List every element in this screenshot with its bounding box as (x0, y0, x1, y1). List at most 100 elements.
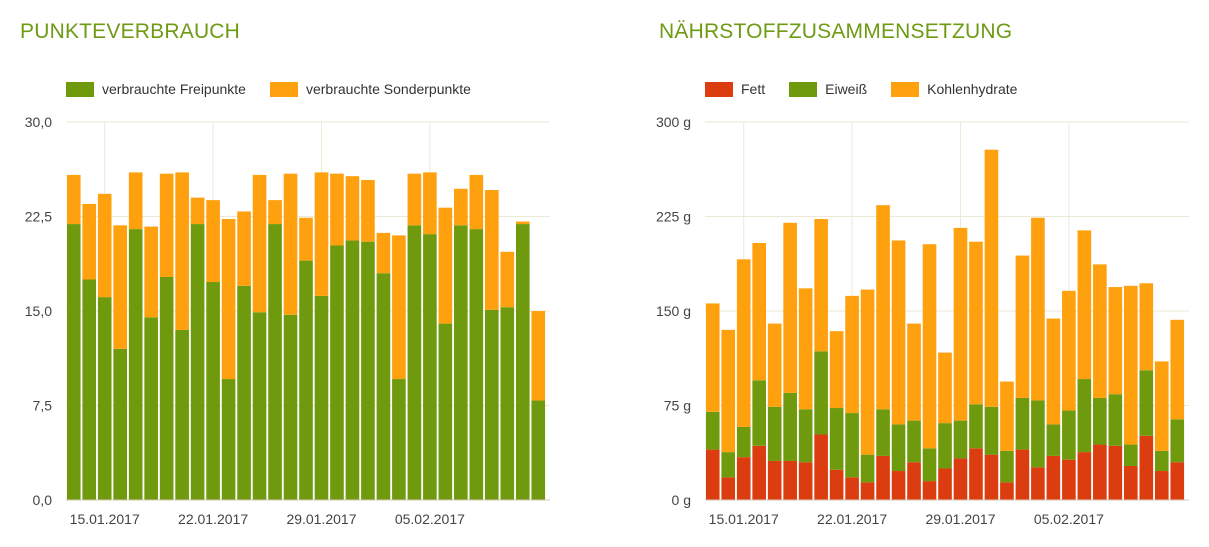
bar-segment-verbrauchte-sonderpunkte[interactable] (283, 173, 298, 315)
bar-segment-verbrauchte-freipunkte[interactable] (237, 285, 251, 500)
bar-segment-verbrauchte-freipunkte[interactable] (190, 224, 205, 500)
bar-segment-verbrauchte-freipunkte[interactable] (376, 273, 391, 500)
legend-item-sonderpunkte[interactable]: verbrauchte Sonderpunkte (269, 81, 471, 97)
bar-segment-eiweiß[interactable] (1170, 419, 1185, 463)
bar-segment-eiweiß[interactable] (814, 351, 828, 435)
bar-segment-eiweiß[interactable] (907, 420, 921, 463)
bar-segment-verbrauchte-sonderpunkte[interactable] (144, 226, 158, 318)
bar-segment-kohlenhydrate[interactable] (860, 289, 875, 455)
bar-segment-fett[interactable] (860, 482, 875, 500)
bar-segment-kohlenhydrate[interactable] (783, 222, 797, 393)
bar-segment-verbrauchte-freipunkte[interactable] (361, 241, 375, 500)
bar-segment-fett[interactable] (876, 455, 890, 500)
bar-segment-verbrauchte-sonderpunkte[interactable] (469, 174, 484, 230)
bar-segment-verbrauchte-freipunkte[interactable] (252, 312, 267, 500)
bar-segment-verbrauchte-sonderpunkte[interactable] (128, 172, 143, 230)
bar-segment-kohlenhydrate[interactable] (1139, 283, 1154, 371)
bar-segment-verbrauchte-sonderpunkte[interactable] (221, 219, 236, 380)
bar-segment-kohlenhydrate[interactable] (814, 219, 828, 352)
bar-segment-fett[interactable] (1154, 471, 1169, 500)
bar-segment-fett[interactable] (1170, 462, 1185, 500)
bar-segment-verbrauchte-freipunkte[interactable] (330, 245, 344, 500)
bar-segment-kohlenhydrate[interactable] (1000, 381, 1014, 451)
bar-segment-verbrauchte-sonderpunkte[interactable] (438, 207, 453, 324)
bar-segment-verbrauchte-freipunkte[interactable] (345, 240, 360, 500)
bar-segment-verbrauchte-freipunkte[interactable] (407, 225, 422, 500)
bar-segment-verbrauchte-sonderpunkte[interactable] (361, 179, 375, 242)
bar-segment-fett[interactable] (829, 469, 844, 500)
bar-segment-eiweiß[interactable] (860, 454, 875, 483)
bar-segment-verbrauchte-freipunkte[interactable] (66, 224, 81, 500)
bar-segment-fett[interactable] (814, 434, 828, 500)
bar-segment-eiweiß[interactable] (767, 406, 782, 461)
bar-segment-eiweiß[interactable] (876, 409, 890, 456)
bar-segment-eiweiß[interactable] (845, 413, 859, 478)
bar-segment-fett[interactable] (1015, 449, 1030, 500)
bar-segment-eiweiß[interactable] (984, 406, 999, 455)
bar-segment-verbrauchte-sonderpunkte[interactable] (175, 172, 189, 330)
bar-segment-kohlenhydrate[interactable] (907, 323, 921, 421)
bar-segment-fett[interactable] (721, 477, 736, 500)
bar-segment-verbrauchte-freipunkte[interactable] (268, 224, 282, 500)
bar-segment-eiweiß[interactable] (721, 452, 736, 478)
bar-segment-fett[interactable] (767, 460, 782, 500)
bar-segment-verbrauchte-sonderpunkte[interactable] (407, 173, 422, 226)
bar-segment-eiweiß[interactable] (752, 380, 767, 446)
bar-segment-fett[interactable] (1031, 467, 1045, 500)
bar-segment-eiweiß[interactable] (798, 409, 813, 463)
bar-segment-kohlenhydrate[interactable] (891, 240, 906, 425)
bar-segment-verbrauchte-sonderpunkte[interactable] (66, 174, 81, 225)
bar-segment-eiweiß[interactable] (1139, 370, 1154, 436)
bar-segment-verbrauchte-sonderpunkte[interactable] (484, 190, 499, 310)
bar-segment-verbrauchte-sonderpunkte[interactable] (500, 251, 515, 308)
bar-segment-kohlenhydrate[interactable] (736, 259, 751, 427)
legend-item-fett[interactable]: Fett (705, 81, 765, 97)
bar-segment-kohlenhydrate[interactable] (1154, 361, 1169, 451)
bar-segment-verbrauchte-freipunkte[interactable] (484, 309, 499, 500)
bar-segment-verbrauchte-sonderpunkte[interactable] (423, 172, 437, 235)
bar-segment-verbrauchte-freipunkte[interactable] (113, 348, 128, 500)
bar-segment-verbrauchte-freipunkte[interactable] (454, 225, 468, 500)
bar-segment-fett[interactable] (907, 462, 921, 500)
bar-segment-verbrauchte-sonderpunkte[interactable] (206, 200, 220, 283)
bar-segment-verbrauchte-freipunkte[interactable] (531, 400, 546, 500)
bar-segment-fett[interactable] (1046, 455, 1061, 500)
bar-segment-verbrauchte-freipunkte[interactable] (515, 224, 530, 500)
bar-segment-eiweiß[interactable] (1123, 444, 1138, 466)
bar-segment-verbrauchte-sonderpunkte[interactable] (159, 173, 174, 277)
bar-segment-eiweiß[interactable] (829, 408, 844, 470)
bar-segment-eiweiß[interactable] (1077, 379, 1092, 453)
bar-segment-eiweiß[interactable] (783, 392, 797, 461)
bar-segment-eiweiß[interactable] (1000, 450, 1014, 483)
bar-segment-kohlenhydrate[interactable] (845, 295, 859, 414)
bar-segment-fett[interactable] (984, 454, 999, 500)
bar-segment-verbrauchte-sonderpunkte[interactable] (113, 225, 128, 349)
bar-segment-eiweiß[interactable] (938, 423, 952, 469)
bar-segment-kohlenhydrate[interactable] (953, 227, 968, 421)
bar-segment-verbrauchte-sonderpunkte[interactable] (376, 232, 391, 274)
bar-segment-fett[interactable] (798, 462, 813, 500)
bar-segment-fett[interactable] (845, 477, 859, 500)
bar-segment-verbrauchte-sonderpunkte[interactable] (252, 174, 267, 313)
bar-segment-verbrauchte-freipunkte[interactable] (221, 379, 236, 500)
bar-segment-fett[interactable] (1108, 445, 1123, 500)
bar-segment-kohlenhydrate[interactable] (922, 244, 937, 449)
bar-segment-fett[interactable] (705, 449, 720, 500)
bar-segment-verbrauchte-freipunkte[interactable] (128, 229, 143, 500)
bar-segment-verbrauchte-sonderpunkte[interactable] (82, 203, 97, 280)
legend-item-freipunkte[interactable]: verbrauchte Freipunkte (66, 81, 246, 97)
bar-segment-kohlenhydrate[interactable] (1170, 319, 1185, 420)
bar-segment-eiweiß[interactable] (736, 426, 751, 458)
bar-segment-verbrauchte-freipunkte[interactable] (314, 295, 329, 500)
bar-segment-eiweiß[interactable] (1154, 450, 1169, 472)
bar-segment-fett[interactable] (736, 457, 751, 500)
bar-segment-fett[interactable] (891, 471, 906, 500)
bar-segment-eiweiß[interactable] (1062, 410, 1076, 460)
bar-segment-verbrauchte-freipunkte[interactable] (97, 297, 112, 500)
bar-segment-verbrauchte-freipunkte[interactable] (82, 279, 97, 501)
bar-segment-kohlenhydrate[interactable] (767, 323, 782, 407)
bar-segment-verbrauchte-sonderpunkte[interactable] (392, 235, 406, 380)
bar-segment-eiweiß[interactable] (1031, 400, 1045, 468)
bar-segment-kohlenhydrate[interactable] (1062, 290, 1076, 411)
bar-segment-eiweiß[interactable] (1015, 397, 1030, 450)
